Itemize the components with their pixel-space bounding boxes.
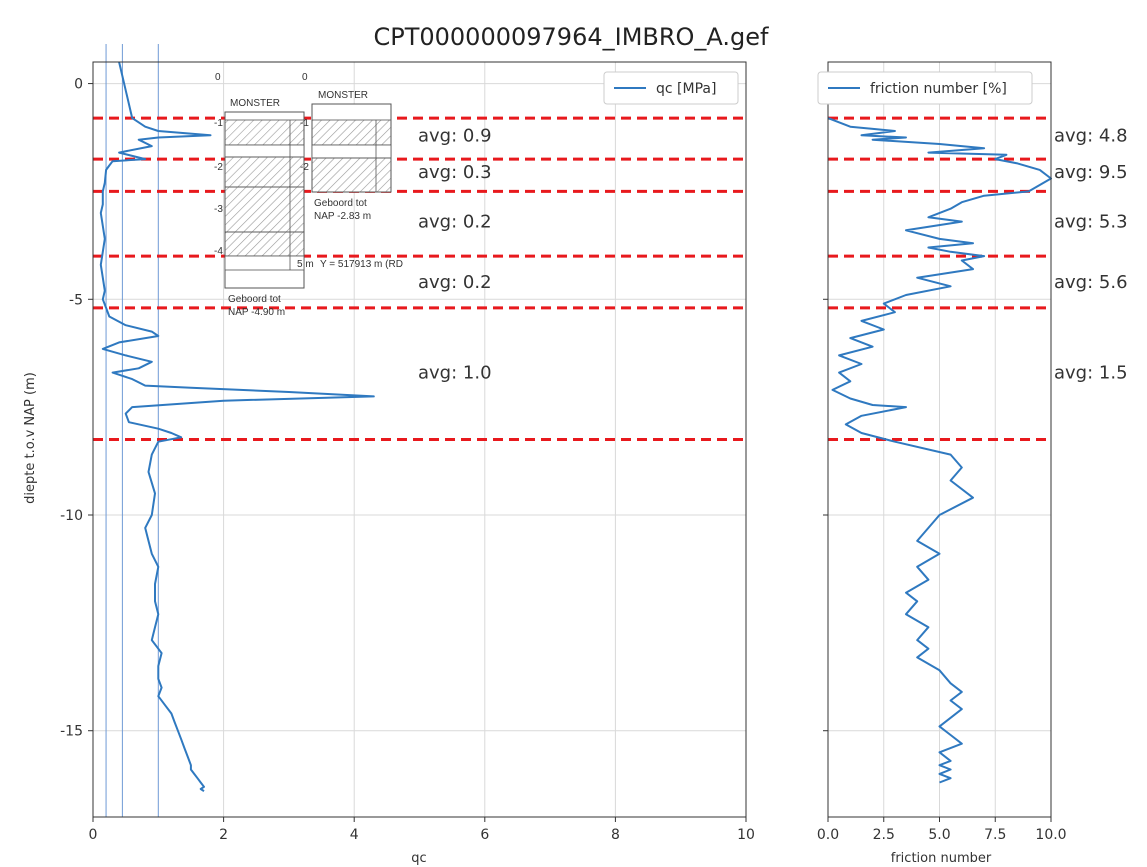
inset-depth-label: -1 [214,118,223,129]
average-label: avg: 5.6 [1054,272,1128,293]
x-tick-label: 6 [480,827,489,843]
inset-right-header: MONSTER [318,90,368,101]
average-label: avg: 0.9 [418,125,492,146]
x-tick-label: 2.5 [873,827,895,843]
inset-left-layer [224,255,305,271]
average-label: avg: 1.5 [1054,363,1128,384]
average-label: avg: 0.2 [418,212,492,233]
y-axis-title: diepte t.o.v NAP (m) [23,372,38,504]
inset-coordinate-text: Y = 517913 m (RD [320,259,403,270]
average-label: avg: 5.3 [1054,212,1128,233]
x-tick-label: 8 [611,827,620,843]
x-tick-label: 7.5 [984,827,1006,843]
legend-label: friction number [%] [870,81,1007,97]
inset-right-layer [311,157,392,193]
y-tick-label: -5 [69,292,83,308]
series-line [99,61,375,792]
plot-frame [92,61,747,818]
x-tick-label: 4 [350,827,359,843]
inset-axis-zero-right: 0 [302,72,308,83]
inset-depth-label: -2 [214,162,223,173]
x-tick-label: 2 [219,827,228,843]
average-label: avg: 4.8 [1054,125,1128,146]
inset-left-layer [224,119,305,146]
inset-right-layer [311,144,392,159]
inset-left-layer [224,156,305,188]
inset-left-layer [224,186,305,233]
average-label: avg: 9.5 [1054,162,1128,183]
average-label: avg: 0.2 [418,272,492,293]
qc-axis-title: qc [411,851,426,866]
x-tick-label: 0 [89,827,98,843]
y-tick-label: -10 [60,508,83,524]
x-tick-label: 10.0 [1035,827,1066,843]
friction-axis-title: friction number [891,851,992,866]
average-label: avg: 1.0 [418,363,492,384]
average-label: avg: 0.3 [418,162,492,183]
inset-right-caption: NAP -2.83 m [314,211,371,222]
x-tick-label: 10 [737,827,755,843]
friction-panel: 0.0 2.5 5.0 7.5 10.0 avg: 4.8 avg: 9.5 avg: 5.3… [817,61,1128,843]
inset-left-caption: NAP -4.90 m [228,307,285,318]
legend-box [603,71,739,105]
x-tick-label: 0.0 [817,827,839,843]
borehole-sample-inset: 0 0 MONSTER MONSTER -1 -2 -3 -4 -1 -2 Ge… [214,72,403,318]
series-line [827,117,1052,784]
chart-title: CPT000000097964_IMBRO_A.gef [373,23,769,51]
inset-scale-text: 5 m [297,259,314,270]
inset-right-caption: Geboord tot [314,198,367,209]
inset-left-header: MONSTER [230,98,280,109]
inset-axis-zero-left: 0 [215,72,221,83]
legend-label: qc [MPa] [656,81,716,97]
inset-depth-label: -2 [300,162,309,173]
legend-box [817,71,1033,105]
y-tick-label: -15 [60,724,83,740]
inset-left-layer [224,231,305,257]
inset-depth-label: -3 [214,204,223,215]
y-tick-label: 0 [74,77,83,93]
inset-right-layer [311,119,392,146]
x-tick-label: 5.0 [928,827,950,843]
inset-depth-label: -1 [300,118,309,129]
inset-left-layer [224,144,305,158]
inset-left-caption: Geboord tot [228,294,281,305]
inset-depth-label: -4 [214,246,223,257]
